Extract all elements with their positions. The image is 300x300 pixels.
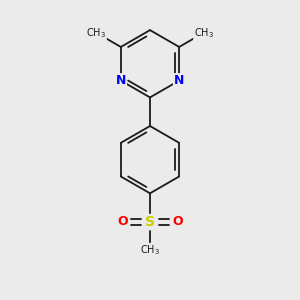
Text: N: N: [174, 74, 184, 87]
Text: N: N: [116, 74, 126, 87]
Text: CH$_3$: CH$_3$: [140, 244, 160, 257]
Text: CH$_3$: CH$_3$: [86, 26, 106, 40]
Text: O: O: [172, 215, 183, 228]
Text: O: O: [117, 215, 128, 228]
Text: S: S: [145, 215, 155, 229]
Text: CH$_3$: CH$_3$: [194, 26, 214, 40]
